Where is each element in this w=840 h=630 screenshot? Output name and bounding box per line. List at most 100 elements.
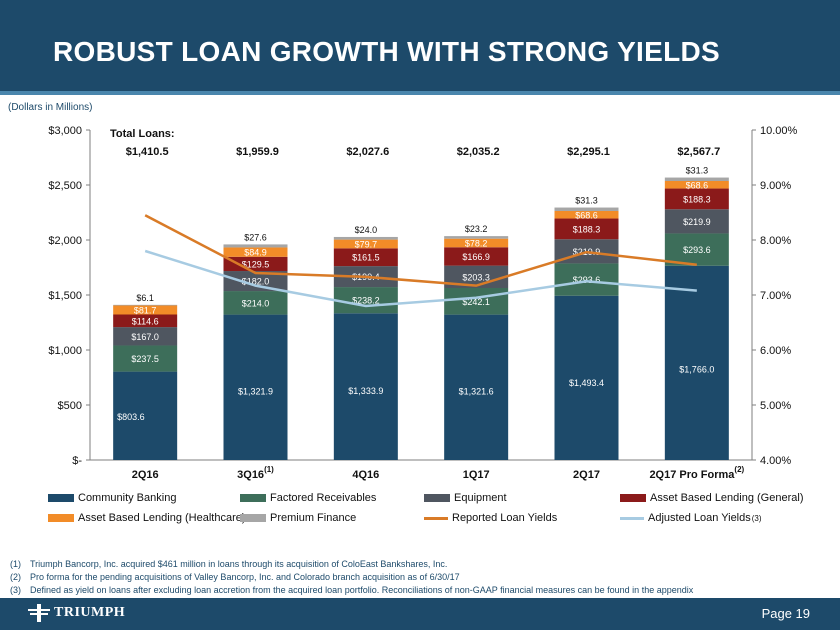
bar-segment xyxy=(554,210,619,219)
bar-value-label: $1,321.9 xyxy=(238,387,273,397)
bar-value-label: $1,766.0 xyxy=(679,365,714,375)
legend-label: Factored Receivables xyxy=(270,492,377,504)
totals-heading: Total Loans: xyxy=(110,128,175,140)
category-label: 2Q17 xyxy=(573,469,600,481)
bar-segment xyxy=(223,247,288,257)
bar-value-label: $24.0 xyxy=(355,225,378,235)
bar-value-label: $31.3 xyxy=(575,196,598,206)
right-tick-label: 8.00% xyxy=(760,235,791,247)
bar-value-label: $203.3 xyxy=(462,272,490,282)
bar-value-label: $114.6 xyxy=(132,316,159,326)
total-label: $1,410.5 xyxy=(126,146,169,158)
bar-segment xyxy=(554,263,619,296)
left-tick-label: $- xyxy=(72,455,82,467)
legend-label: Community Banking xyxy=(78,492,177,504)
footnote-text: Triumph Bancorp, Inc. acquired $461 mill… xyxy=(30,559,448,569)
loan-chart: $- $500 $1,000 $1,500 $2,000 $2,500 $3,000 4.00… xyxy=(48,125,798,481)
bar-value-label: $78.2 xyxy=(465,238,488,248)
bar-value-label: $31.3 xyxy=(686,166,709,176)
right-tick-label: 9.00% xyxy=(760,180,791,192)
footnote-text: Pro forma for the pending acquisitions o… xyxy=(30,572,460,582)
logo-text: TRIUMPH xyxy=(54,605,126,620)
legend-line xyxy=(620,516,644,520)
bar-value-label: $84.9 xyxy=(244,248,267,258)
bar-value-label: $79.7 xyxy=(355,239,378,249)
header-banner: ROBUST LOAN GROWTH WITH STRONG YIELDS xyxy=(0,0,840,95)
units-note: (Dollars in Millions) xyxy=(8,102,93,113)
bar-value-label: $214.0 xyxy=(242,298,270,308)
bar-segment xyxy=(333,287,398,314)
legend-swatch xyxy=(240,514,266,522)
bar-segment xyxy=(333,239,398,249)
category-footnote-ref: (2) xyxy=(734,465,744,474)
left-tick-label: $1,000 xyxy=(48,345,82,357)
right-tick-label: 6.00% xyxy=(760,345,791,357)
bar-value-label: $1,333.9 xyxy=(348,386,383,396)
total-label: $2,027.6 xyxy=(346,146,389,158)
bar-segment xyxy=(223,256,288,272)
legend-label: Equipment xyxy=(454,492,507,504)
bar-segment xyxy=(664,265,729,460)
page-number: Page 19 xyxy=(761,606,810,621)
legend-item-community-banking: Community Banking xyxy=(48,492,176,504)
total-label: $1,959.9 xyxy=(236,146,279,158)
legend-item-equipment: Equipment xyxy=(424,492,507,504)
bar-value-label: $27.6 xyxy=(244,232,267,242)
bar-segment xyxy=(113,305,178,315)
bar-segment xyxy=(444,314,509,460)
legend-item-premium-finance: Premium Finance xyxy=(240,512,356,524)
bar-segment xyxy=(664,233,729,266)
bar-value-label: $1,321.6 xyxy=(459,387,494,397)
bar-segment xyxy=(223,314,288,460)
legend-swatch xyxy=(620,494,646,502)
bar-segment xyxy=(113,371,178,460)
company-logo: TRIUMPH xyxy=(28,604,125,622)
legend-swatch xyxy=(48,514,74,522)
bar-value-label: $68.6 xyxy=(575,210,598,220)
footnote-1: (1) Triumph Bancorp, Inc. acquired $461 m… xyxy=(10,558,693,571)
bar-value-label: $242.1 xyxy=(462,297,490,307)
total-label: $2,035.2 xyxy=(457,146,500,158)
bar-segment xyxy=(113,327,178,346)
right-tick-label: 7.00% xyxy=(760,290,791,302)
category-label: 1Q17 xyxy=(463,469,490,481)
left-tick-label: $2,000 xyxy=(48,235,82,247)
bar-value-label: $803.6 xyxy=(117,412,145,422)
bar-value-label: $81.7 xyxy=(134,306,157,316)
right-tick-label: 4.00% xyxy=(760,455,791,467)
bar-value-label: $237.5 xyxy=(131,354,159,364)
yield-line xyxy=(144,249,697,308)
bar-segment xyxy=(333,236,398,240)
legend-item-reported-yields: Reported Loan Yields xyxy=(424,512,557,524)
bar-segment xyxy=(444,247,509,266)
footnote-num: (2) xyxy=(10,572,21,582)
legend-swatch xyxy=(48,494,74,502)
legend-label: Premium Finance xyxy=(270,512,357,524)
bar-value-label: $188.3 xyxy=(573,224,601,234)
category-label: 2Q17 Pro Forma(2) xyxy=(649,465,744,481)
bar-segment xyxy=(664,209,729,234)
bar-value-label: $6.1 xyxy=(136,293,154,303)
legend-item-abl-healthcare: Asset Based Lending (Healthcare) xyxy=(48,512,246,524)
legend-line xyxy=(424,516,448,520)
left-tick-label: $2,500 xyxy=(48,180,82,192)
legend-swatch xyxy=(240,494,266,502)
yield-line xyxy=(144,214,697,287)
bar-segment xyxy=(664,177,729,181)
bar-segment xyxy=(113,314,178,328)
bar-segment xyxy=(554,218,619,240)
footnote-num: (1) xyxy=(10,559,21,569)
legend-swatch xyxy=(424,494,450,502)
legend-item-factored-receivables: Factored Receivables xyxy=(240,492,376,504)
bar-segment xyxy=(113,345,178,372)
bar-value-label: $68.6 xyxy=(686,180,709,190)
footnote-2: (2) Pro forma for the pending acquisition… xyxy=(10,571,693,584)
right-tick-label: 10.00% xyxy=(760,125,798,137)
left-tick-label: $500 xyxy=(58,400,82,412)
legend-label: Asset Based Lending (Healthcare) xyxy=(78,512,246,524)
bar-segment xyxy=(333,313,398,460)
bar-segment xyxy=(554,295,619,460)
bar-segment xyxy=(223,271,288,292)
left-tick-label: $3,000 xyxy=(48,125,82,137)
left-tick-label: $1,500 xyxy=(48,290,82,302)
